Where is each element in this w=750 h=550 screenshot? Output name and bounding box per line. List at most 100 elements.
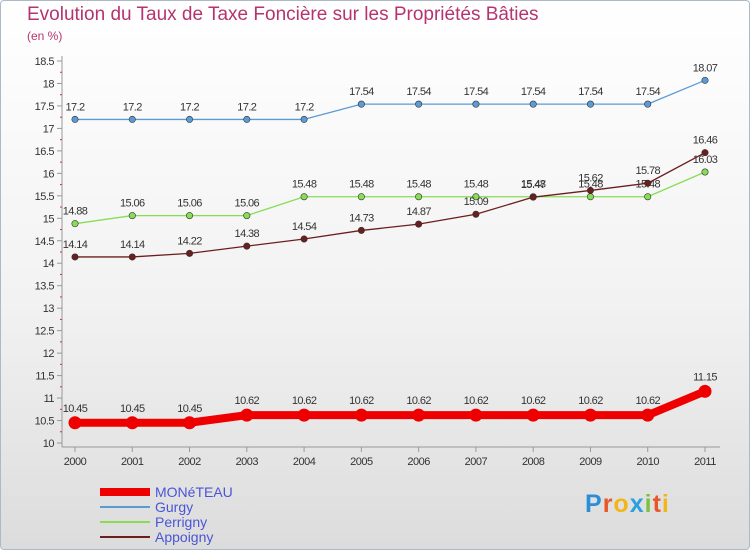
data-label-perrigny: 15.48 (349, 179, 374, 191)
data-point-mon-teau (641, 408, 655, 422)
logo-letter: i (661, 490, 670, 518)
y-tick-label: 18 (43, 78, 55, 90)
data-point-perrigny (243, 212, 251, 220)
data-label-gurgy: 17.2 (65, 101, 84, 113)
data-label-appoigny: 14.54 (292, 221, 317, 233)
series-line-perrigny (74, 171, 706, 225)
data-point-perrigny (128, 212, 136, 220)
legend-swatch (100, 536, 150, 538)
series-line-appoigny (74, 152, 706, 258)
logo-letter: r (602, 490, 614, 518)
data-label-gurgy: 17.54 (635, 86, 660, 98)
y-tick-label: 13 (43, 303, 55, 315)
data-point-appoigny (300, 235, 308, 243)
x-tick-label: 2009 (579, 456, 602, 468)
x-tick-label: 2002 (178, 456, 201, 468)
y-tick-label: 15 (43, 213, 55, 225)
data-point-perrigny (357, 193, 365, 201)
data-point-perrigny (186, 212, 194, 220)
data-label-appoigny: 15.78 (635, 165, 660, 177)
data-label-perrigny: 15.06 (235, 198, 260, 210)
data-label-appoigny: 14.38 (235, 228, 260, 240)
y-tick-label: 16 (43, 168, 55, 180)
data-label-appoigny: 14.14 (63, 239, 88, 251)
data-point-mon-teau (698, 384, 712, 398)
data-label-perrigny: 15.06 (120, 198, 145, 210)
legend-label: Gurgy (155, 499, 194, 515)
x-tick-label: 2005 (350, 456, 373, 468)
data-label-appoigny: 14.87 (406, 206, 431, 218)
legend-label: Appoigny (155, 529, 214, 545)
data-point-perrigny (300, 193, 308, 201)
data-label-gurgy: 17.2 (123, 101, 142, 113)
data-label-perrigny: 15.48 (292, 179, 317, 191)
y-tick-label: 11 (44, 393, 55, 405)
data-label-mon-teau: 10.62 (235, 395, 260, 407)
data-label-appoigny: 14.14 (120, 239, 145, 251)
data-label-perrigny: 14.88 (63, 206, 88, 218)
data-label-gurgy: 17.2 (180, 101, 199, 113)
data-point-mon-teau (526, 408, 540, 422)
data-label-mon-teau: 10.45 (177, 403, 202, 415)
data-label-appoigny: 14.73 (349, 212, 374, 224)
chart-title: Evolution du Taux de Taxe Foncière sur l… (27, 4, 539, 25)
data-label-gurgy: 17.2 (295, 101, 314, 113)
y-tick-label: 15.5 (35, 191, 55, 203)
data-point-perrigny (415, 193, 423, 201)
y-tick-label: 18.5 (35, 56, 55, 68)
data-point-appoigny (701, 149, 709, 157)
logo-letter: i (644, 490, 653, 518)
y-tick-label: 11.5 (35, 371, 54, 383)
data-point-gurgy (644, 100, 652, 108)
logo-letter: x (629, 490, 645, 518)
data-point-appoigny (415, 220, 423, 228)
data-point-gurgy (186, 115, 194, 123)
y-tick-label: 14 (43, 258, 55, 270)
data-label-gurgy: 17.54 (521, 86, 546, 98)
data-point-gurgy (357, 100, 365, 108)
data-label-perrigny: 16.03 (693, 154, 718, 166)
data-label-mon-teau: 11.15 (693, 371, 717, 383)
data-point-appoigny (529, 193, 537, 201)
data-label-mon-teau: 10.62 (349, 395, 374, 407)
data-point-appoigny (586, 186, 594, 194)
y-tick-label: 12 (43, 348, 55, 360)
data-label-mon-teau: 10.45 (63, 403, 88, 415)
legend-swatch (100, 506, 150, 508)
data-point-mon-teau (297, 408, 311, 422)
data-point-perrigny (71, 220, 79, 228)
data-label-gurgy: 18.07 (693, 62, 718, 74)
legend-label: Perrigny (155, 514, 208, 530)
data-point-gurgy (415, 100, 423, 108)
logo-letter: P (585, 490, 603, 518)
data-label-perrigny: 15.48 (464, 179, 489, 191)
data-point-gurgy (243, 115, 251, 123)
data-point-gurgy (128, 115, 136, 123)
x-tick-label: 2007 (465, 456, 488, 468)
data-point-gurgy (529, 100, 537, 108)
data-label-mon-teau: 10.62 (292, 395, 317, 407)
y-tick-label: 14.5 (35, 236, 55, 248)
x-tick-label: 2006 (407, 456, 430, 468)
data-point-mon-teau (240, 408, 254, 422)
logo-letter: o (613, 490, 630, 518)
data-label-mon-teau: 10.62 (635, 395, 660, 407)
data-point-mon-teau (68, 416, 82, 430)
y-tick-label: 16.5 (35, 146, 55, 158)
chart-subtitle: (en %) (27, 29, 63, 43)
data-label-gurgy: 17.54 (464, 86, 489, 98)
data-label-mon-teau: 10.62 (578, 395, 603, 407)
data-point-mon-teau (183, 416, 197, 430)
x-tick-label: 2001 (121, 456, 144, 468)
data-label-mon-teau: 10.62 (464, 395, 489, 407)
y-tick-label: 10 (43, 438, 55, 450)
data-point-mon-teau (469, 408, 483, 422)
data-label-appoigny: 15.62 (578, 172, 603, 184)
x-tick-label: 2000 (64, 456, 87, 468)
data-label-mon-teau: 10.62 (406, 395, 431, 407)
series-line-mon-teau (71, 387, 709, 427)
data-point-appoigny (472, 210, 480, 218)
data-point-mon-teau (125, 416, 139, 430)
